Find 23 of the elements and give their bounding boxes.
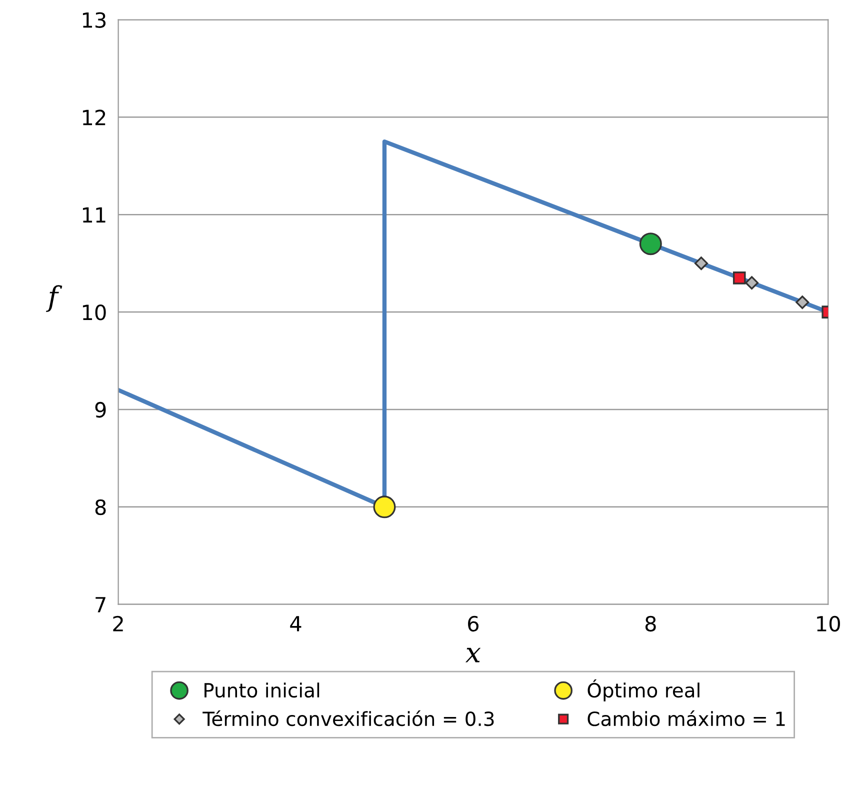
legend-label: Óptimo real: [588, 679, 700, 702]
y-tick-label: 8: [95, 499, 106, 516]
x-tick-label: 4: [290, 616, 302, 632]
y-tick-label: 12: [82, 110, 106, 126]
x-axis-title: x: [465, 648, 481, 662]
y-tick-label: 10: [82, 304, 106, 320]
point: [694, 256, 708, 270]
x-tick-label: 2: [113, 616, 123, 632]
point: [639, 232, 662, 256]
y-tick-label: 7: [96, 597, 106, 612]
y-axis-title: f: [46, 285, 62, 312]
x-tick-label: 6: [468, 616, 479, 632]
legend-label: Punto inicial: [204, 682, 320, 698]
point: [745, 276, 759, 290]
x-tick-label: 8: [645, 616, 656, 632]
x-tick-label: 10: [817, 616, 840, 632]
y-tick-label: 9: [95, 402, 106, 418]
point: [796, 296, 810, 310]
y-tick-label: 13: [82, 12, 106, 28]
legend-label: Cambio máximo = 1: [588, 710, 785, 726]
y-tick-label: 11: [82, 207, 106, 223]
legend-label: Término convexificación = 0.3: [202, 710, 494, 726]
point: [373, 496, 396, 518]
